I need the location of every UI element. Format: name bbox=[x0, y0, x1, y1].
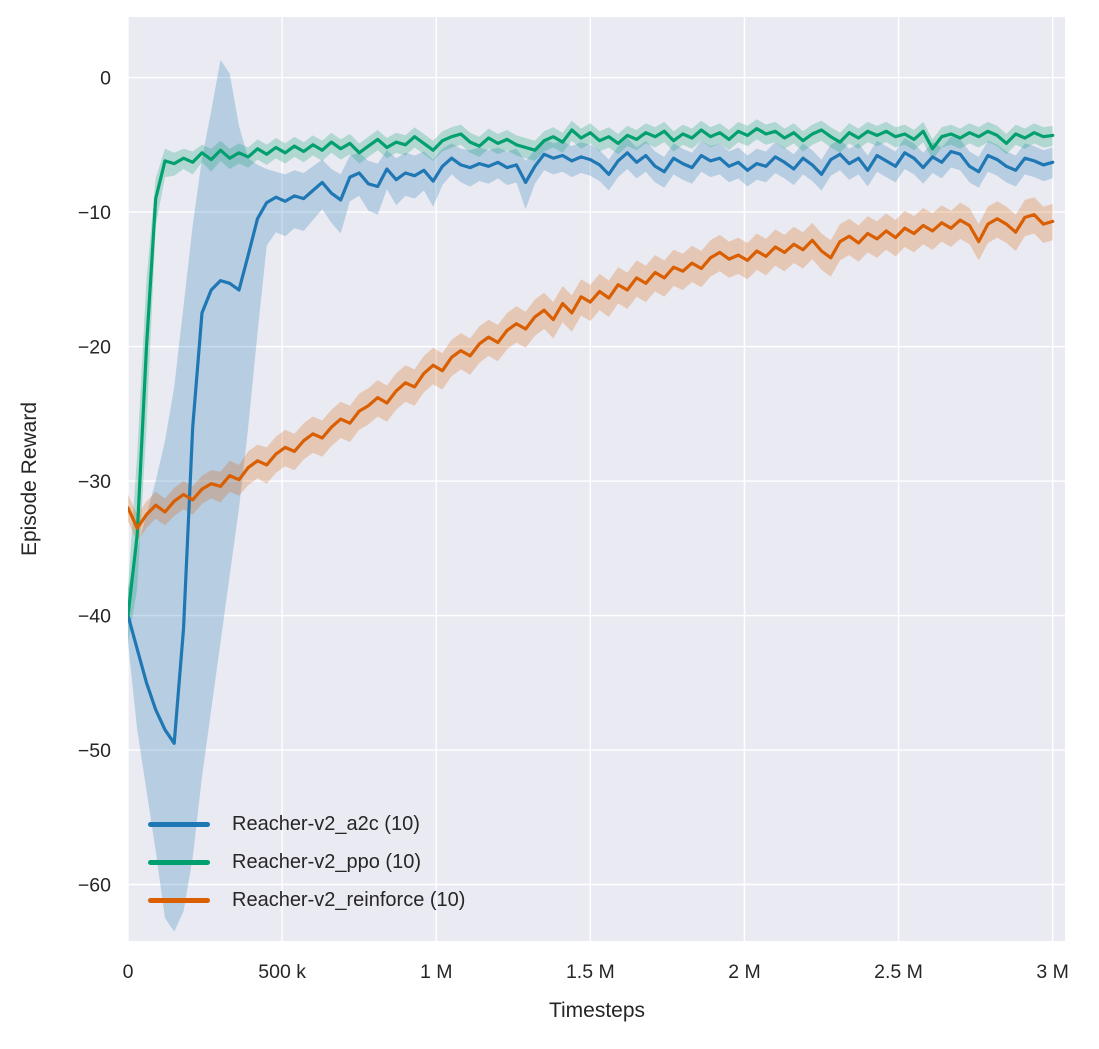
legend-swatch-reinforce bbox=[148, 897, 210, 903]
legend-label-reinforce: Reacher-v2_reinforce (10) bbox=[232, 888, 466, 911]
x-tick-label: 3 M bbox=[1036, 961, 1069, 983]
legend-item-ppo: Reacher-v2_ppo (10) bbox=[148, 843, 465, 881]
x-tick-label: 500 k bbox=[258, 961, 306, 983]
y-tick-label: 0 bbox=[100, 67, 111, 89]
plot-background bbox=[128, 17, 1065, 941]
legend-label-a2c: Reacher-v2_a2c (10) bbox=[232, 812, 420, 835]
legend-label-ppo: Reacher-v2_ppo (10) bbox=[232, 850, 421, 873]
legend-swatch-a2c bbox=[148, 821, 210, 827]
y-tick-label: −50 bbox=[78, 740, 111, 762]
x-axis-label: Timesteps bbox=[548, 999, 646, 1022]
y-tick-label: −30 bbox=[78, 471, 111, 493]
legend: Reacher-v2_a2c (10) Reacher-v2_ppo (10) … bbox=[148, 805, 465, 919]
y-axis-label: Episode Reward bbox=[18, 401, 41, 557]
x-tick-label: 1.5 M bbox=[566, 961, 615, 983]
x-tick-label: 2 M bbox=[728, 961, 761, 983]
legend-item-a2c: Reacher-v2_a2c (10) bbox=[148, 805, 465, 843]
x-tick-label: 0 bbox=[123, 961, 134, 983]
series-line-2 bbox=[128, 213, 1055, 530]
confidence-band-0 bbox=[128, 60, 1053, 932]
y-tick-label: −60 bbox=[78, 874, 111, 896]
y-tick-label: −20 bbox=[78, 336, 111, 358]
series-line-0 bbox=[128, 149, 1055, 745]
x-tick-label: 1 M bbox=[420, 961, 453, 983]
x-tick-label: 2.5 M bbox=[874, 961, 923, 983]
confidence-band-2 bbox=[128, 197, 1053, 542]
legend-swatch-ppo bbox=[148, 859, 210, 865]
legend-item-reinforce: Reacher-v2_reinforce (10) bbox=[148, 881, 465, 919]
series-line-1 bbox=[128, 127, 1055, 618]
y-tick-label: −40 bbox=[78, 605, 111, 627]
y-tick-label: −10 bbox=[78, 202, 111, 224]
